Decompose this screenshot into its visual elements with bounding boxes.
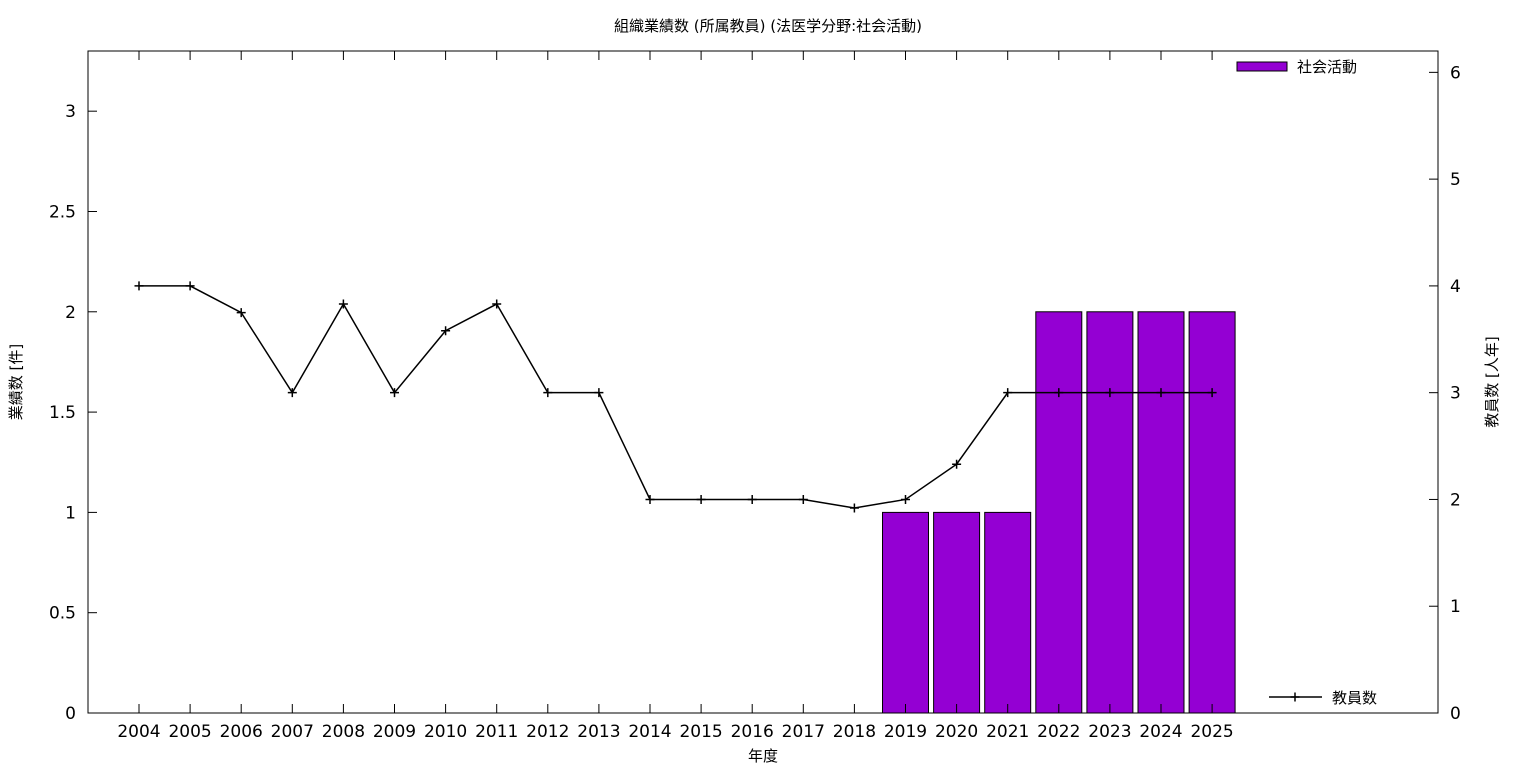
y-tick-label: 0: [65, 704, 76, 724]
x-tick-label: 2021: [986, 722, 1029, 742]
legend-bar-swatch: [1236, 61, 1288, 72]
line-point: [185, 281, 195, 291]
y-tick-label: 2: [65, 303, 76, 323]
y2-tick-label: 2: [1450, 490, 1461, 510]
x-axis: 2004 2005 2006 2007 2008 2009 2010 2011 2012 2013…: [117, 51, 1234, 742]
line-point: [849, 503, 859, 513]
line-path: [139, 285, 1213, 509]
x-tick-label: 2013: [577, 722, 620, 742]
y2-tick-label: 5: [1450, 170, 1461, 190]
y-axis: 0 0.5 1 1.5 2 2.5 3: [49, 102, 97, 724]
legend-line-label: 教員数: [1332, 689, 1377, 707]
line-point: [1105, 388, 1115, 398]
bar-series: [882, 311, 1236, 714]
legend-line: 教員数: [1269, 689, 1377, 707]
y-tick-label: 1: [65, 503, 76, 523]
x-tick-label: 2023: [1088, 722, 1131, 742]
y2-tick-label: 6: [1450, 63, 1461, 83]
line-point: [798, 494, 808, 504]
x-tick-label: 2012: [526, 722, 569, 742]
x-tick-label: 2011: [475, 722, 518, 742]
legend-bar: 社会活動: [1236, 58, 1357, 76]
y2-tick-label: 1: [1450, 597, 1461, 617]
line-point: [287, 388, 297, 398]
y2-tick-label: 0: [1450, 704, 1461, 724]
line-point: [492, 299, 502, 309]
y2-axis: 0 1 2 3 4 5 6: [1429, 63, 1461, 724]
x-tick-label: 2025: [1190, 722, 1233, 742]
line-point: [1003, 388, 1013, 398]
y2-axis-label: 教員数 [人年]: [1483, 336, 1501, 427]
line-point: [1207, 388, 1217, 398]
x-tick-label: 2017: [782, 722, 825, 742]
chart-title: 組織業績数 (所属教員) (法医学分野:社会活動): [614, 17, 922, 35]
plot-frame: [87, 50, 1439, 714]
line-point: [901, 494, 910, 504]
bar: [882, 511, 929, 714]
y-axis-label: 業績数 [件]: [7, 344, 25, 420]
x-tick-label: 2008: [322, 722, 365, 742]
bar: [1188, 311, 1236, 714]
line-point: [338, 299, 348, 309]
x-tick-label: 2018: [833, 722, 876, 742]
line-point: [952, 459, 962, 469]
bar: [984, 511, 1032, 714]
line-point: [441, 326, 451, 336]
x-tick-label: 2010: [424, 722, 467, 742]
line-point: [1156, 388, 1166, 398]
x-tick-label: 2009: [373, 722, 416, 742]
x-tick-label: 2005: [168, 722, 211, 742]
x-tick-label: 2014: [628, 722, 671, 742]
legend-line-marker: [1290, 692, 1300, 702]
bar: [1137, 311, 1185, 714]
x-tick-label: 2015: [679, 722, 722, 742]
bar: [1035, 311, 1083, 714]
line-point: [390, 388, 399, 398]
x-tick-label: 2020: [935, 722, 978, 742]
line-point: [696, 494, 706, 504]
line-point: [747, 494, 757, 504]
x-tick-label: 2004: [117, 722, 160, 742]
line-point: [543, 388, 553, 398]
y-tick-label: 1.5: [49, 403, 76, 423]
y-tick-label: 3: [65, 102, 76, 122]
bar: [933, 511, 981, 714]
bar: [1086, 311, 1134, 714]
y2-tick-label: 3: [1450, 384, 1461, 404]
line-point: [645, 494, 655, 504]
line-point: [134, 281, 144, 291]
line-point: [1054, 388, 1064, 398]
x-tick-label: 2006: [220, 722, 263, 742]
x-tick-label: 2024: [1139, 722, 1182, 742]
y-tick-label: 2.5: [49, 202, 76, 222]
x-axis-label: 年度: [748, 747, 778, 765]
x-tick-label: 2019: [884, 722, 927, 742]
x-tick-label: 2016: [731, 722, 774, 742]
y2-tick-label: 4: [1450, 277, 1461, 297]
x-tick-label: 2022: [1037, 722, 1080, 742]
legend-bar-label: 社会活動: [1297, 58, 1357, 76]
y-tick-label: 0.5: [49, 604, 76, 624]
line-series: [134, 281, 1217, 513]
x-tick-label: 2007: [271, 722, 314, 742]
line-point: [236, 308, 246, 318]
line-point: [594, 388, 604, 398]
